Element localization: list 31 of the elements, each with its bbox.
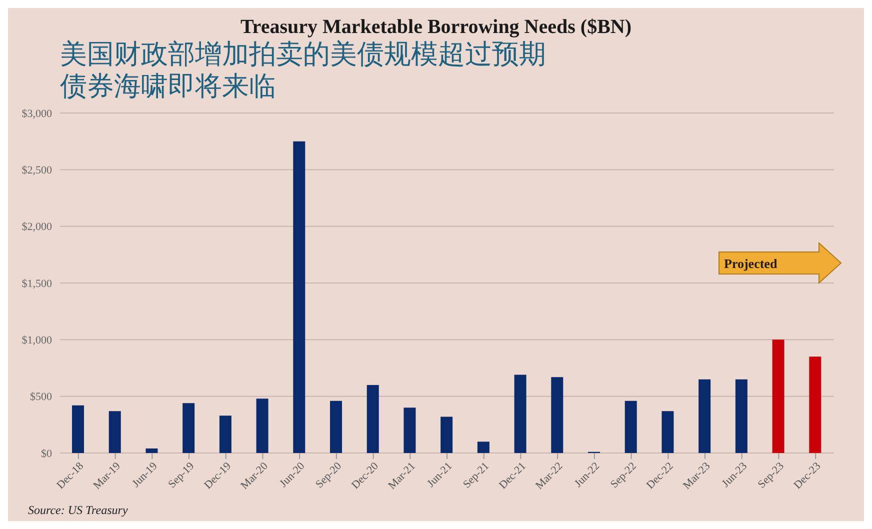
bar bbox=[146, 448, 158, 453]
y-tick-label: $2,000 bbox=[22, 221, 52, 234]
bar bbox=[256, 398, 268, 453]
bar bbox=[624, 400, 637, 453]
bar bbox=[72, 405, 84, 453]
y-tick-label: $1,500 bbox=[22, 278, 52, 290]
source-note: Source: US Treasury bbox=[27, 503, 129, 518]
bar bbox=[366, 385, 379, 453]
chart-subtitle: 美国财政部增加拍卖的美债规模超过预期债券海啸即将来临 bbox=[60, 39, 547, 103]
chart-title: Treasury Marketable Borrowing Needs ($BN) bbox=[239, 15, 633, 39]
bar bbox=[514, 374, 526, 453]
bar bbox=[772, 340, 784, 453]
bar bbox=[108, 411, 121, 453]
bar bbox=[551, 377, 564, 453]
bar bbox=[698, 379, 711, 453]
bar bbox=[404, 408, 416, 453]
bar bbox=[182, 403, 195, 453]
y-tick-label: $1,000 bbox=[22, 334, 52, 347]
y-tick-label: $3,000 bbox=[22, 108, 52, 120]
bar bbox=[477, 442, 490, 453]
annotation: Projected bbox=[724, 256, 778, 271]
y-tick-label: $2,500 bbox=[22, 164, 52, 177]
y-tick-label: $500 bbox=[30, 391, 52, 404]
bar bbox=[809, 356, 822, 453]
bar bbox=[735, 379, 748, 453]
y-tick-label: $0 bbox=[41, 448, 52, 460]
bar bbox=[293, 141, 306, 453]
bar bbox=[330, 400, 342, 453]
bar bbox=[662, 411, 674, 453]
bar bbox=[219, 416, 232, 453]
bar bbox=[440, 416, 453, 453]
